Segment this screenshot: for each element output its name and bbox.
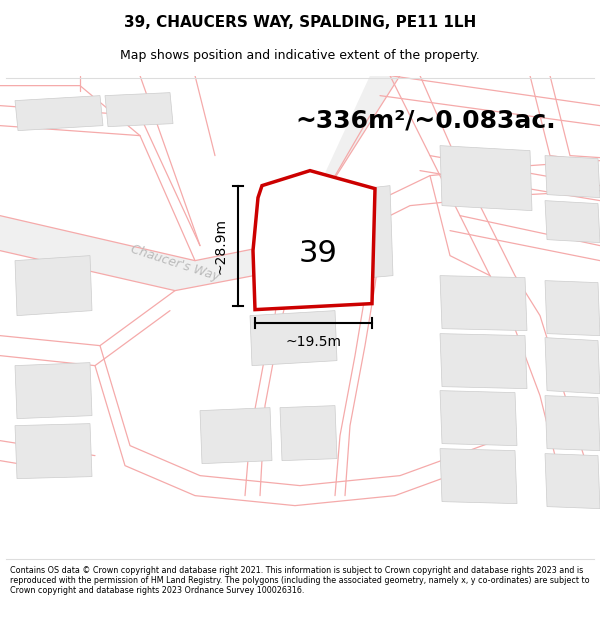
Polygon shape xyxy=(545,338,600,394)
Polygon shape xyxy=(440,449,517,504)
Polygon shape xyxy=(545,396,600,451)
Text: Contains OS data © Crown copyright and database right 2021. This information is : Contains OS data © Crown copyright and d… xyxy=(10,566,589,596)
Polygon shape xyxy=(440,391,517,446)
Polygon shape xyxy=(250,311,337,366)
Text: ~336m²/~0.083ac.: ~336m²/~0.083ac. xyxy=(295,109,556,132)
Polygon shape xyxy=(300,186,393,284)
Polygon shape xyxy=(0,76,400,291)
Polygon shape xyxy=(200,408,272,464)
Text: Chaucer's Way: Chaucer's Way xyxy=(129,242,221,283)
Polygon shape xyxy=(545,281,600,336)
Text: 39: 39 xyxy=(299,239,337,268)
Polygon shape xyxy=(440,334,527,389)
Polygon shape xyxy=(15,96,103,131)
Polygon shape xyxy=(253,171,375,309)
Text: ~19.5m: ~19.5m xyxy=(286,334,341,349)
Polygon shape xyxy=(15,256,92,316)
Polygon shape xyxy=(280,406,337,461)
Text: 39, CHAUCERS WAY, SPALDING, PE11 1LH: 39, CHAUCERS WAY, SPALDING, PE11 1LH xyxy=(124,14,476,29)
Polygon shape xyxy=(545,201,600,242)
Text: Map shows position and indicative extent of the property.: Map shows position and indicative extent… xyxy=(120,49,480,62)
Polygon shape xyxy=(15,424,92,479)
Polygon shape xyxy=(440,276,527,331)
Polygon shape xyxy=(545,156,600,198)
Polygon shape xyxy=(15,362,92,419)
Text: ~28.9m: ~28.9m xyxy=(214,217,228,274)
Polygon shape xyxy=(440,146,532,211)
Polygon shape xyxy=(105,92,173,127)
Polygon shape xyxy=(545,454,600,509)
